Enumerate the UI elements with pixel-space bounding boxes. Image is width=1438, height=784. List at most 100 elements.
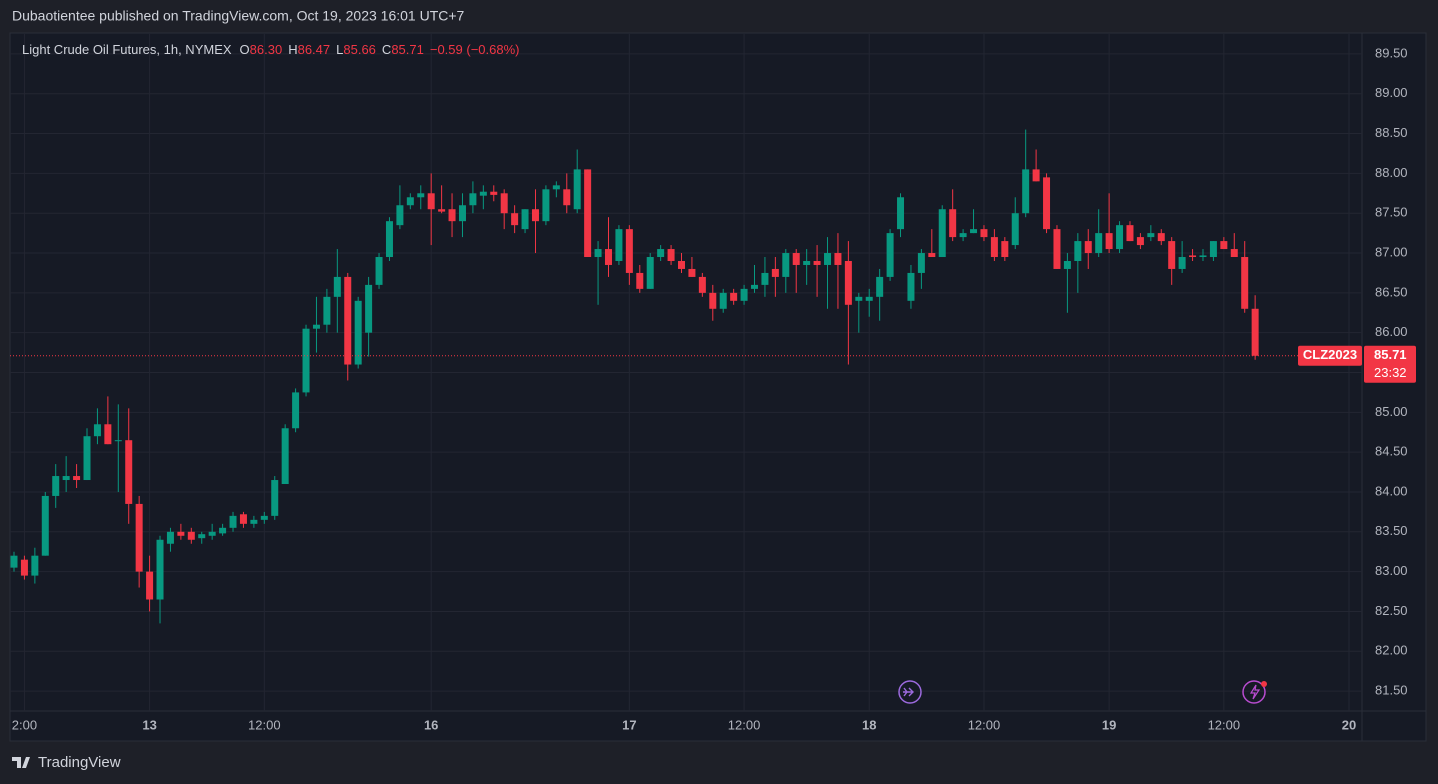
candle-body bbox=[135, 503, 143, 572]
candle-body bbox=[448, 209, 456, 222]
y-tick-label: 84.00 bbox=[1375, 483, 1408, 498]
candle-body bbox=[323, 296, 331, 325]
candle-body bbox=[698, 276, 706, 293]
candle-body bbox=[594, 249, 602, 258]
candle-body bbox=[709, 292, 717, 309]
x-tick-label: 12:00 bbox=[728, 717, 761, 732]
candle-body bbox=[990, 237, 998, 258]
candle-body bbox=[886, 233, 894, 277]
candle-body bbox=[10, 555, 18, 568]
x-tick-label: 19 bbox=[1102, 717, 1116, 732]
legend-label: L bbox=[336, 42, 343, 57]
x-tick-label: 12:00 bbox=[248, 717, 281, 732]
candle-body bbox=[1178, 257, 1186, 269]
x-tick-label: 20 bbox=[1342, 717, 1356, 732]
candle-body bbox=[1189, 255, 1197, 258]
candle-body bbox=[751, 284, 759, 289]
candle-body bbox=[636, 272, 644, 289]
candle-body bbox=[62, 476, 70, 481]
x-tick-label: 18 bbox=[862, 717, 876, 732]
legend: Light Crude Oil Futures, 1h, NYMEX O86.30… bbox=[22, 42, 519, 57]
candle-body bbox=[678, 260, 685, 269]
candle-body bbox=[667, 249, 675, 261]
candle-body bbox=[688, 268, 696, 277]
candle-body bbox=[1251, 308, 1259, 356]
x-tick-label: 12:00 bbox=[968, 717, 1001, 732]
labels: 81.50 82.00 82.50 83.00 83.50 84.00 84.50 85.00… bbox=[10, 42, 1416, 732]
candle-body bbox=[552, 185, 560, 190]
candle-body bbox=[146, 571, 154, 600]
candle-body bbox=[1001, 241, 1009, 258]
event-icon[interactable] bbox=[898, 680, 922, 704]
candle-body bbox=[156, 539, 164, 600]
candle-body bbox=[521, 209, 529, 230]
legend-label: C bbox=[382, 42, 391, 57]
candle-body bbox=[1063, 260, 1071, 269]
candle-body bbox=[375, 257, 383, 285]
candle-body bbox=[166, 531, 174, 544]
candle-body bbox=[657, 249, 665, 258]
candle-body bbox=[604, 249, 612, 265]
candle-body bbox=[1095, 233, 1103, 254]
y-tick-label: 89.00 bbox=[1375, 85, 1408, 100]
x-tick-label: 2:00 bbox=[12, 717, 37, 732]
candle-body bbox=[198, 534, 206, 539]
y-tick-label: 88.00 bbox=[1375, 165, 1408, 180]
candle-body bbox=[761, 272, 769, 285]
candle-body bbox=[646, 257, 654, 289]
candle-body bbox=[938, 209, 946, 258]
candle-body bbox=[219, 527, 227, 534]
candle-body bbox=[458, 205, 466, 222]
candle-body bbox=[239, 514, 247, 524]
candle-body bbox=[114, 440, 122, 442]
candle-body bbox=[260, 515, 268, 520]
candle-body bbox=[271, 480, 279, 516]
y-tick-label: 88.50 bbox=[1375, 125, 1408, 140]
chart-pane bbox=[9, 32, 1427, 742]
legend-title: Light Crude Oil Futures, 1h, NYMEX bbox=[22, 42, 232, 57]
y-tick-label: 87.50 bbox=[1375, 205, 1408, 220]
candle-body bbox=[83, 436, 91, 481]
candle-body bbox=[949, 209, 957, 238]
candle-body bbox=[385, 221, 393, 258]
candle-body bbox=[1147, 233, 1155, 238]
candle-body bbox=[1053, 229, 1061, 269]
candle-body bbox=[719, 292, 727, 309]
legend-label: O bbox=[240, 42, 250, 57]
candle-body bbox=[782, 253, 790, 277]
price-badge bbox=[1364, 345, 1416, 383]
legend-change: −0.59 (−0.68%) bbox=[430, 42, 520, 57]
candle-body bbox=[250, 519, 258, 524]
candle-body bbox=[365, 284, 373, 333]
candle-body bbox=[1136, 237, 1144, 246]
candle-body bbox=[93, 424, 101, 437]
candle-body bbox=[500, 193, 508, 214]
candle-body bbox=[479, 191, 487, 196]
y-tick-label: 85.00 bbox=[1375, 404, 1408, 419]
candle-body bbox=[302, 328, 310, 393]
candle-body bbox=[20, 559, 28, 576]
legend-value: 85.66 bbox=[343, 42, 376, 57]
alert-icon[interactable] bbox=[1242, 680, 1267, 704]
symbol-badge bbox=[1298, 345, 1362, 366]
candle-body bbox=[104, 424, 112, 445]
candle-body bbox=[740, 288, 748, 301]
last-price-label: 85.71 bbox=[1374, 347, 1407, 362]
tradingview-logo bbox=[12, 757, 30, 768]
y-tick-label: 83.00 bbox=[1375, 563, 1408, 578]
candle-body bbox=[928, 253, 936, 258]
legend-label: H bbox=[288, 42, 297, 57]
candle-body bbox=[229, 515, 237, 528]
candle-body bbox=[1074, 241, 1082, 261]
candle-body bbox=[187, 531, 195, 540]
candle-body bbox=[813, 260, 821, 265]
candle-body bbox=[1116, 225, 1124, 250]
candles bbox=[10, 129, 1259, 624]
footer-brand: TradingView bbox=[38, 754, 121, 771]
countdown-label: 23:32 bbox=[1374, 365, 1407, 380]
candle-body bbox=[844, 260, 852, 305]
candle-body bbox=[907, 272, 915, 301]
candle-body bbox=[52, 476, 60, 496]
candle-body bbox=[1084, 241, 1092, 254]
